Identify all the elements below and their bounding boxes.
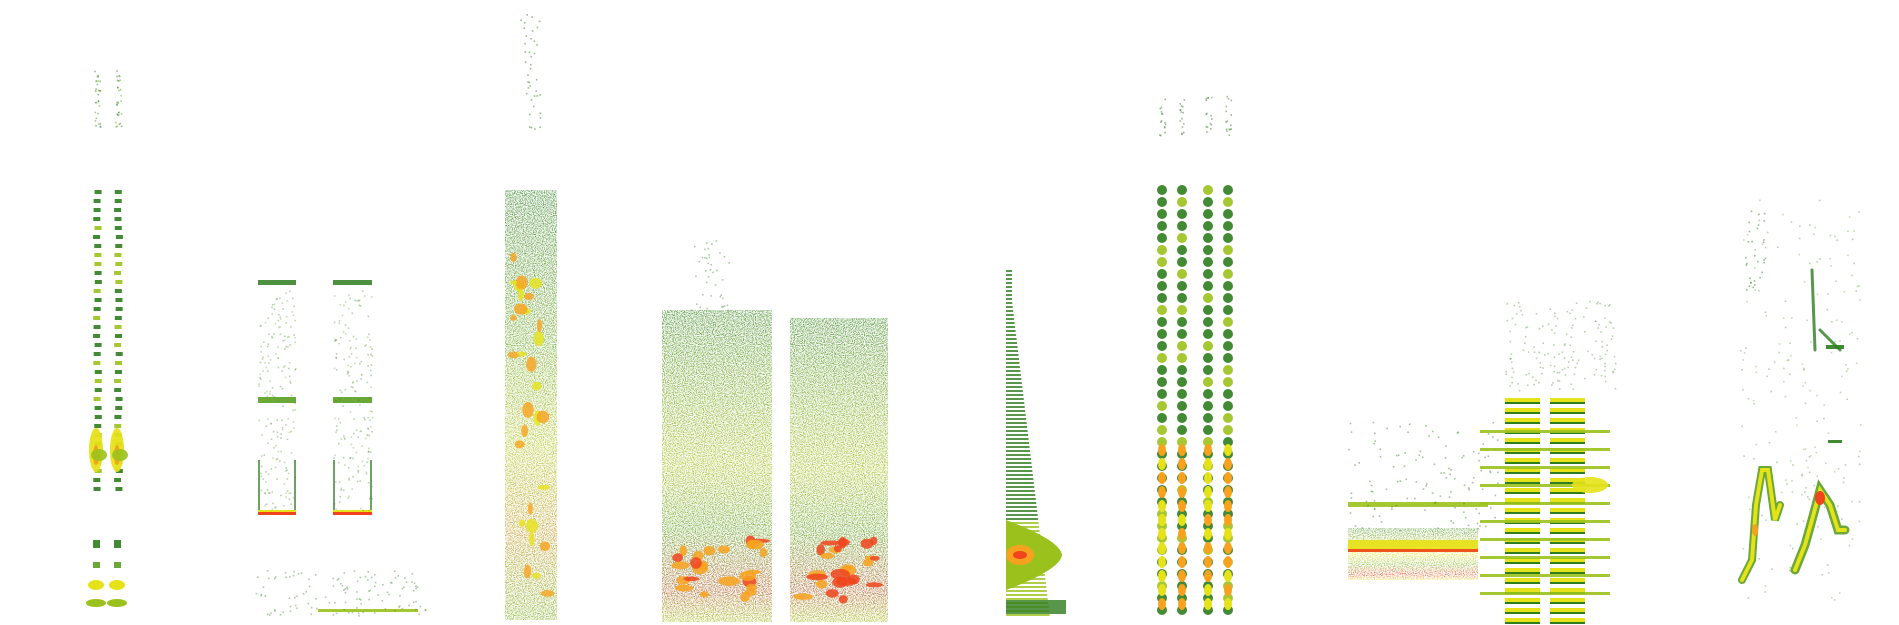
seg-7 (1348, 300, 1617, 624)
seg-4 (662, 240, 888, 622)
seg-6 (1157, 95, 1233, 615)
seg-2 (255, 280, 427, 617)
seg-1 (86, 70, 128, 607)
seg-5 (1006, 270, 1066, 616)
seg-3 (505, 14, 557, 620)
seg-8 (1738, 199, 1862, 601)
spectrogram-segments (86, 14, 1862, 624)
